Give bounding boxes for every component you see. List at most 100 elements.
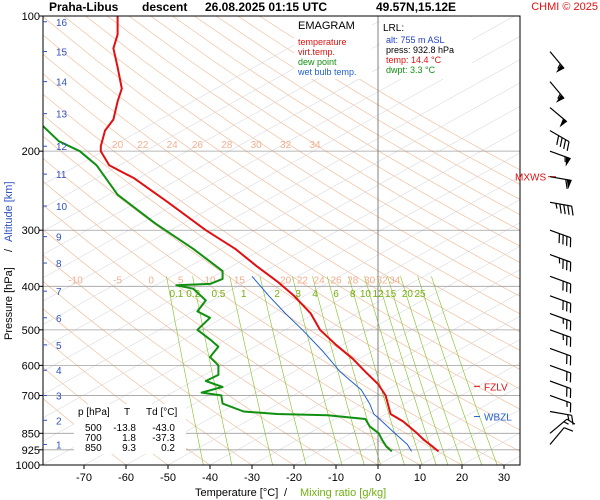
- altitude-tick-label: 7: [56, 287, 62, 298]
- pressure-tick-label: 925: [22, 445, 40, 457]
- adiabat-label: 30: [364, 275, 376, 286]
- dry-adiabat-line: [43, 53, 520, 370]
- wind-barb-half: [562, 318, 564, 324]
- series-dew-point-line: [43, 124, 393, 453]
- adiabat-label: 22: [137, 140, 149, 151]
- adiabat-label: 28: [347, 275, 359, 286]
- altitude-tick-label: 4: [56, 366, 62, 377]
- skew-guide-line: [43, 16, 515, 279]
- wind-barb-full: [566, 236, 568, 246]
- wind-barb-full: [566, 387, 568, 397]
- altitude-tick-label: 1: [56, 440, 62, 451]
- table-row2-p: 700: [85, 433, 102, 444]
- pressure-tick-label: 300: [22, 225, 40, 237]
- wind-barb-full: [563, 139, 567, 150]
- x-tick-label: 30: [498, 472, 510, 484]
- y-axis-title-group: Pressure [hPa] / Altitude [km]: [3, 181, 15, 340]
- wind-barb-half: [567, 414, 570, 421]
- profile-series: [43, 16, 440, 453]
- wind-barb-full: [566, 418, 576, 425]
- wind-barb-half: [555, 203, 558, 209]
- wind-barb-full: [569, 355, 572, 366]
- table-row1-p: 500: [85, 423, 102, 434]
- adiabat-label: 24: [167, 140, 179, 151]
- adiabat-label: 15: [234, 275, 246, 286]
- skew-guide-line: [43, 16, 389, 209]
- adiabat-label: 30: [251, 140, 263, 151]
- skew-guide-line: [43, 35, 520, 302]
- table-row1-td: -43.0: [152, 423, 175, 434]
- mixing-ratio-label: 2: [274, 289, 280, 300]
- wind-barb-full: [563, 204, 566, 215]
- x-axis-title-mixing: Mixing ratio [g/kg]: [300, 487, 386, 499]
- title-mode: descent: [142, 0, 187, 14]
- level-label-wbzl: WBZL: [484, 413, 512, 424]
- mixing-ratio-label: 3: [295, 289, 301, 300]
- wind-barb-full: [569, 283, 572, 294]
- skew-guide-line: [43, 105, 520, 372]
- adiabat-label: 26: [330, 275, 342, 286]
- wind-barb-full: [569, 337, 572, 347]
- wind-barb-full: [566, 319, 568, 330]
- wind-barb-full: [569, 262, 572, 272]
- dry-adiabat-line: [106, 16, 520, 280]
- wind-barb-full: [559, 137, 563, 148]
- wind-barb: [549, 364, 572, 383]
- skew-guide-line: [43, 82, 520, 349]
- altitude-tick-label: 5: [56, 341, 62, 352]
- altitude-tick-label: 6: [56, 314, 62, 325]
- legend-temperature: temperature: [298, 37, 347, 47]
- wind-barb-full: [571, 206, 574, 216]
- dry-adiabat-line: [215, 16, 520, 200]
- wind-barb-full: [569, 388, 572, 399]
- wind-barb: [549, 254, 572, 272]
- table-row2-t: 1.8: [122, 433, 136, 444]
- axes: -70 -60 -50 -40 -30 -20 -10 0 10 20 30100200300400…: [16, 11, 556, 484]
- mixing-ratio-line: [400, 276, 463, 465]
- altitude-tick-label: 10: [56, 202, 68, 213]
- skew-guide-line: [43, 59, 520, 325]
- level-label-mxws: MXWS: [515, 173, 546, 184]
- pressure-tick-label: 400: [22, 281, 40, 293]
- mixing-ratio-lines: [166, 276, 498, 465]
- wind-barb: [549, 176, 572, 190]
- mixing-ratio-label: 10: [360, 289, 372, 300]
- wind-barb-half: [557, 63, 561, 69]
- adiabat-label: 32: [377, 275, 389, 286]
- altitude-tick-label: 15: [56, 48, 68, 59]
- wind-barb-full: [566, 371, 568, 382]
- lrl-temp: temp: 14.4 °C: [386, 55, 442, 65]
- wind-barb: [549, 81, 565, 103]
- x-tick-label: -60: [118, 472, 134, 484]
- plot-frame: [42, 15, 521, 466]
- mixing-ratio-label: 0.1: [169, 289, 183, 300]
- wind-barb-full: [565, 179, 568, 189]
- stats-table-box: [74, 404, 186, 454]
- wind-barb: [549, 275, 572, 294]
- wind-barb: [549, 107, 568, 128]
- skew-guide-line: [43, 129, 520, 395]
- title-datetime: 26.08.2025 01:15 UTC: [205, 0, 327, 14]
- wind-barb-staff: [549, 427, 565, 445]
- table-row2-td: -37.3: [152, 433, 175, 444]
- wind-barb: [549, 329, 572, 347]
- wind-barb-flag: [565, 157, 571, 167]
- dry-adiabat-line: [85, 16, 520, 297]
- x-axis-title: Temperature [°C]: [195, 487, 278, 499]
- table-row3-t: 9.3: [122, 443, 136, 454]
- mixing-ratio-line: [166, 276, 204, 465]
- lrl-title: LRL:: [383, 23, 404, 34]
- altitude-tick-label: 13: [56, 110, 68, 121]
- wind-barb: [549, 380, 572, 399]
- legend-dew-point: dew point: [298, 57, 337, 67]
- adiabat-label: 26: [192, 140, 204, 151]
- x-tick-label: 0: [375, 472, 381, 484]
- x-tick-label: -70: [76, 472, 92, 484]
- wind-barb: [549, 394, 572, 413]
- mixing-ratio-line: [387, 276, 449, 465]
- wind-barb-staff: [549, 150, 571, 160]
- dry-adiabat-line: [43, 34, 520, 351]
- wind-barb-flag: [566, 179, 572, 190]
- wind-barb-full: [562, 300, 564, 311]
